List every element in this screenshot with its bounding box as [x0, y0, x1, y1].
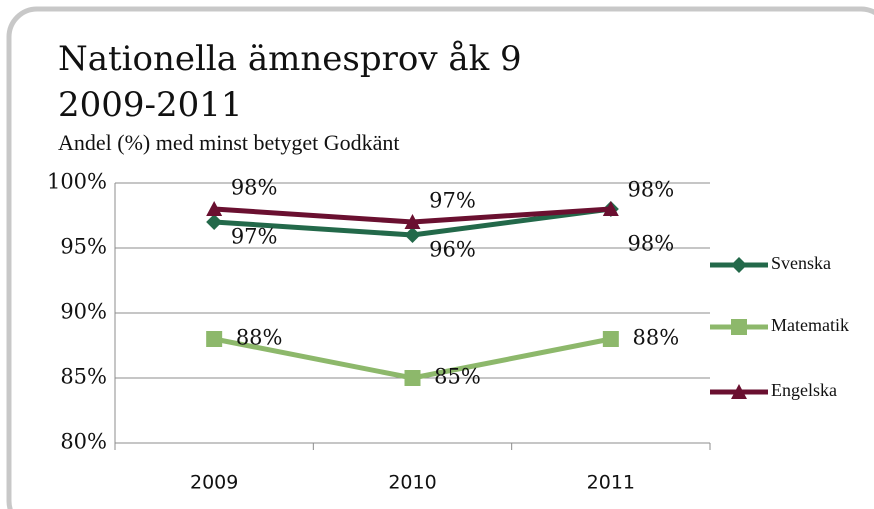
point — [602, 331, 619, 347]
data-label: 98% — [627, 178, 674, 202]
data-label: 85% — [434, 365, 481, 389]
legend-marker — [731, 319, 747, 335]
point — [404, 227, 421, 243]
x-tick-label: 2010 — [388, 472, 436, 494]
point — [206, 201, 223, 216]
point — [206, 331, 223, 347]
legend-marker — [731, 257, 747, 273]
legend-marker — [731, 384, 747, 399]
data-label: 88% — [236, 326, 283, 350]
frame — [6, 6, 874, 509]
x-tick-label: 2011 — [587, 472, 635, 494]
data-label: 97% — [429, 189, 476, 213]
data-label: 96% — [429, 238, 476, 262]
y-tick-label: 85% — [60, 365, 107, 389]
point — [206, 214, 223, 230]
data-label: 88% — [632, 326, 679, 350]
x-tick-label: 2009 — [190, 472, 238, 494]
point — [602, 201, 619, 216]
chart-subtitle: Andel (%) med minst betyget Godkänt — [58, 130, 400, 155]
data-label: 98% — [627, 232, 674, 256]
data-label: 98% — [231, 176, 278, 200]
point — [404, 214, 421, 229]
y-tick-label: 80% — [60, 430, 107, 454]
y-tick-label: 90% — [60, 300, 107, 324]
data-label: 97% — [231, 225, 278, 249]
point — [404, 370, 421, 386]
y-tick-label: 95% — [60, 235, 107, 259]
legend-label: Engelska — [771, 380, 837, 400]
legend-label: Matematik — [771, 315, 849, 335]
legend-label: Svenska — [771, 253, 831, 273]
y-tick-label: 100% — [47, 170, 107, 194]
chart-title: Nationella ämnesprov åk 9 2009-2011 — [58, 39, 522, 125]
